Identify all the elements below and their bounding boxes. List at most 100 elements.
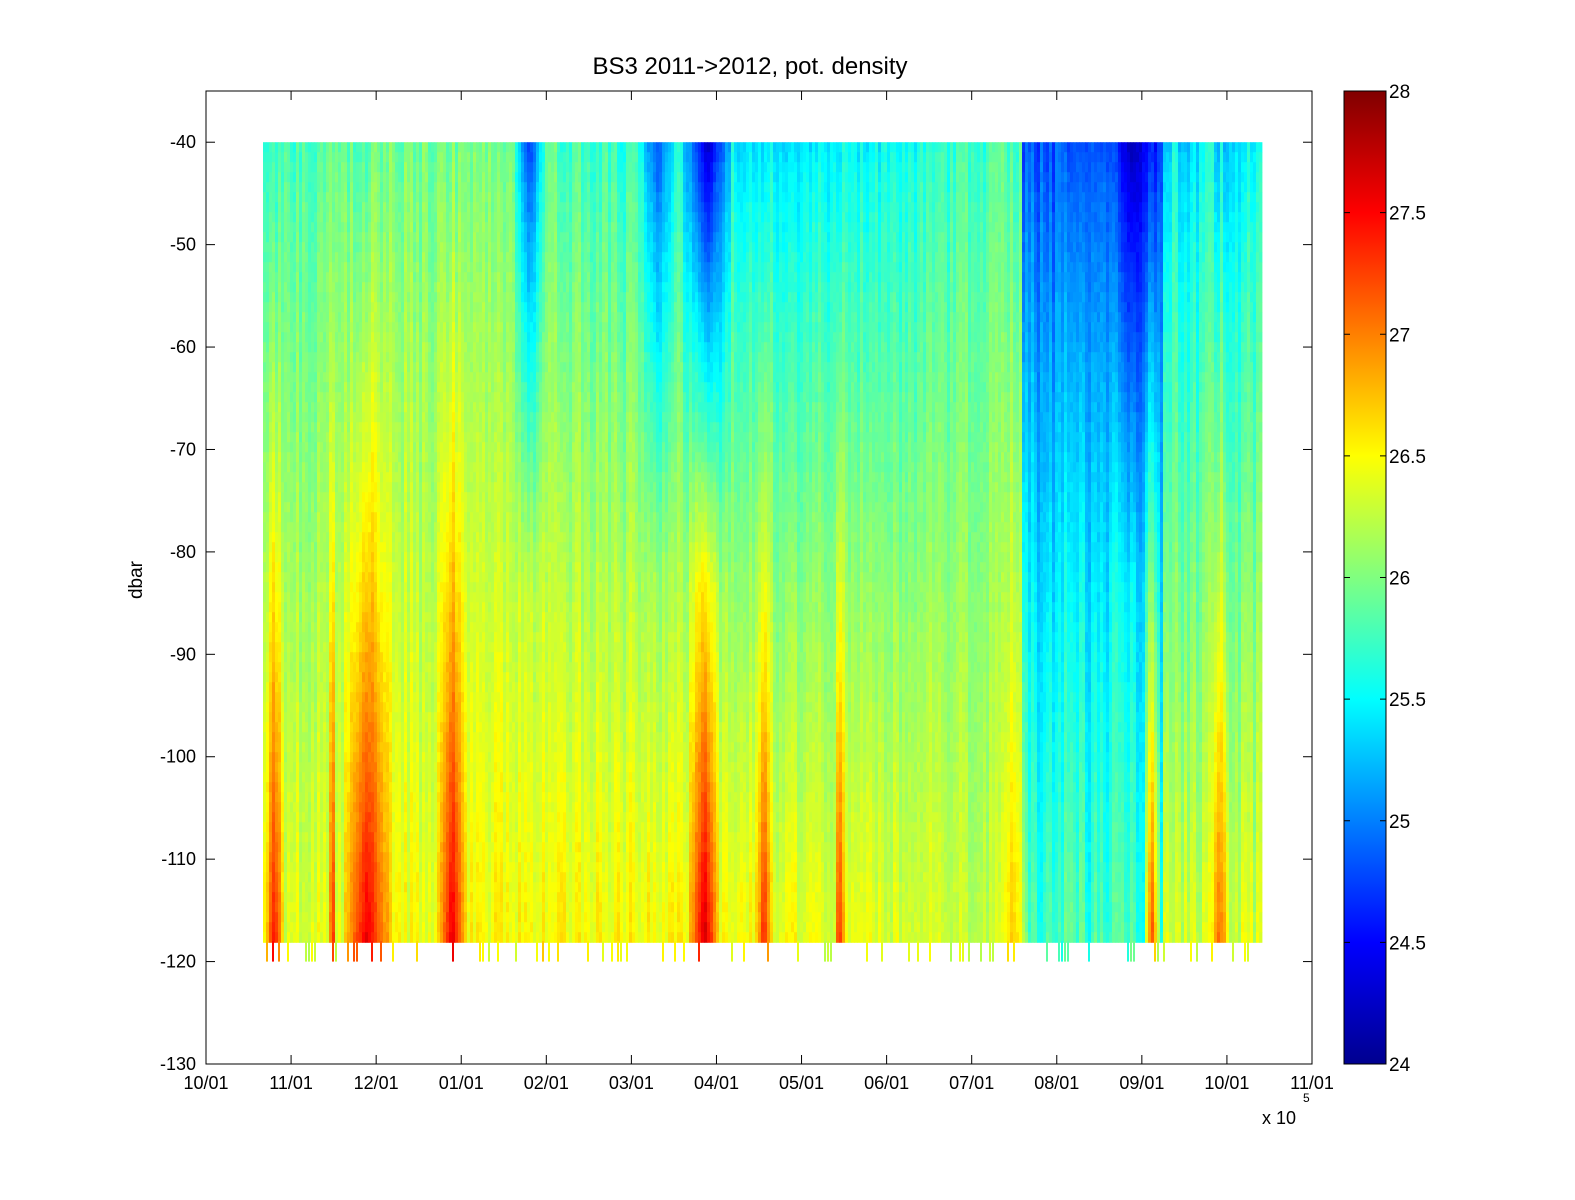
heat-cell bbox=[263, 232, 266, 243]
heat-cell bbox=[314, 392, 317, 403]
heat-cell bbox=[368, 702, 371, 713]
heat-cell bbox=[335, 662, 338, 673]
heat-cell bbox=[344, 582, 347, 593]
heat-cell bbox=[347, 242, 350, 253]
heat-cell bbox=[359, 642, 362, 653]
heat-cell bbox=[281, 172, 284, 183]
heat-cell bbox=[302, 692, 305, 703]
heat-cell bbox=[320, 382, 323, 393]
heat-cell bbox=[278, 762, 281, 773]
heat-cell bbox=[383, 482, 386, 493]
heat-cell bbox=[308, 852, 311, 863]
heat-cell bbox=[314, 802, 317, 813]
heat-cell bbox=[287, 722, 290, 733]
heat-cell bbox=[326, 712, 329, 723]
heat-cell bbox=[377, 512, 380, 523]
heat-cell bbox=[383, 342, 386, 353]
heat-cell bbox=[353, 542, 356, 553]
heat-cell bbox=[323, 862, 326, 873]
heat-cell bbox=[269, 152, 272, 163]
heat-cell bbox=[284, 762, 287, 773]
heat-cell bbox=[371, 552, 374, 563]
heat-cell bbox=[272, 892, 275, 903]
heat-cell bbox=[317, 882, 320, 893]
heat-cell bbox=[395, 782, 398, 793]
heat-cell bbox=[311, 632, 314, 643]
heat-cell bbox=[410, 162, 413, 173]
heat-cell bbox=[323, 922, 326, 933]
heat-cell bbox=[374, 892, 377, 903]
heat-cell bbox=[377, 642, 380, 653]
heat-cell bbox=[326, 652, 329, 663]
heat-cell bbox=[305, 372, 308, 383]
heat-cell bbox=[389, 462, 392, 473]
heat-cell bbox=[281, 692, 284, 703]
heat-cell bbox=[398, 442, 401, 453]
heat-cell bbox=[329, 392, 332, 403]
heat-cell bbox=[317, 422, 320, 433]
heat-cell bbox=[305, 222, 308, 233]
heat-cell bbox=[263, 222, 266, 233]
heat-cell bbox=[326, 232, 329, 243]
heat-cell bbox=[401, 662, 404, 673]
heat-cell bbox=[350, 332, 353, 343]
heat-cell bbox=[299, 702, 302, 713]
heat-cell bbox=[287, 262, 290, 273]
heat-cell bbox=[359, 272, 362, 283]
heat-cell bbox=[395, 582, 398, 593]
heat-cell bbox=[290, 402, 293, 413]
heat-cell bbox=[341, 522, 344, 533]
heat-cell bbox=[326, 392, 329, 403]
heat-cell bbox=[284, 802, 287, 813]
heat-cell bbox=[386, 732, 389, 743]
heat-cell bbox=[356, 802, 359, 813]
heat-cell bbox=[386, 872, 389, 883]
heat-cell bbox=[377, 422, 380, 433]
heat-cell bbox=[332, 862, 335, 873]
heat-cell bbox=[278, 532, 281, 543]
heat-cell bbox=[365, 612, 368, 623]
heat-cell bbox=[401, 872, 404, 883]
heat-cell bbox=[266, 342, 269, 353]
heat-cell bbox=[311, 722, 314, 733]
heat-cell bbox=[314, 432, 317, 443]
heat-cell bbox=[353, 902, 356, 913]
heat-cell bbox=[380, 652, 383, 663]
heat-cell bbox=[329, 662, 332, 673]
heat-cell bbox=[383, 462, 386, 473]
heat-cell bbox=[365, 772, 368, 783]
heat-cell bbox=[314, 362, 317, 373]
heat-cell bbox=[263, 382, 266, 393]
heat-cell bbox=[323, 282, 326, 293]
heat-cell bbox=[287, 582, 290, 593]
heat-cell bbox=[299, 422, 302, 433]
heat-cell bbox=[365, 242, 368, 253]
heat-cell bbox=[284, 702, 287, 713]
heat-cell bbox=[338, 872, 341, 883]
heat-cell bbox=[269, 252, 272, 263]
heat-cell bbox=[329, 612, 332, 623]
heat-cell bbox=[404, 192, 407, 203]
heat-cell bbox=[401, 152, 404, 163]
heat-cell bbox=[296, 902, 299, 913]
heat-cell bbox=[293, 172, 296, 183]
heat-cell bbox=[365, 722, 368, 733]
heat-cell bbox=[272, 522, 275, 533]
heat-cell bbox=[386, 502, 389, 513]
heat-cell bbox=[272, 642, 275, 653]
heat-cell bbox=[272, 941, 274, 962]
heat-cell bbox=[356, 172, 359, 183]
heat-cell bbox=[347, 402, 350, 413]
heat-cell bbox=[323, 202, 326, 213]
heat-cell bbox=[389, 412, 392, 423]
heat-cell bbox=[314, 882, 317, 893]
heat-cell bbox=[398, 662, 401, 673]
heat-cell bbox=[359, 182, 362, 193]
heat-cell bbox=[383, 642, 386, 653]
heat-cell bbox=[362, 492, 365, 503]
heat-cell bbox=[386, 702, 389, 713]
heat-cell bbox=[368, 582, 371, 593]
heat-cell bbox=[320, 662, 323, 673]
heat-cell bbox=[395, 292, 398, 303]
heat-cell bbox=[383, 322, 386, 333]
